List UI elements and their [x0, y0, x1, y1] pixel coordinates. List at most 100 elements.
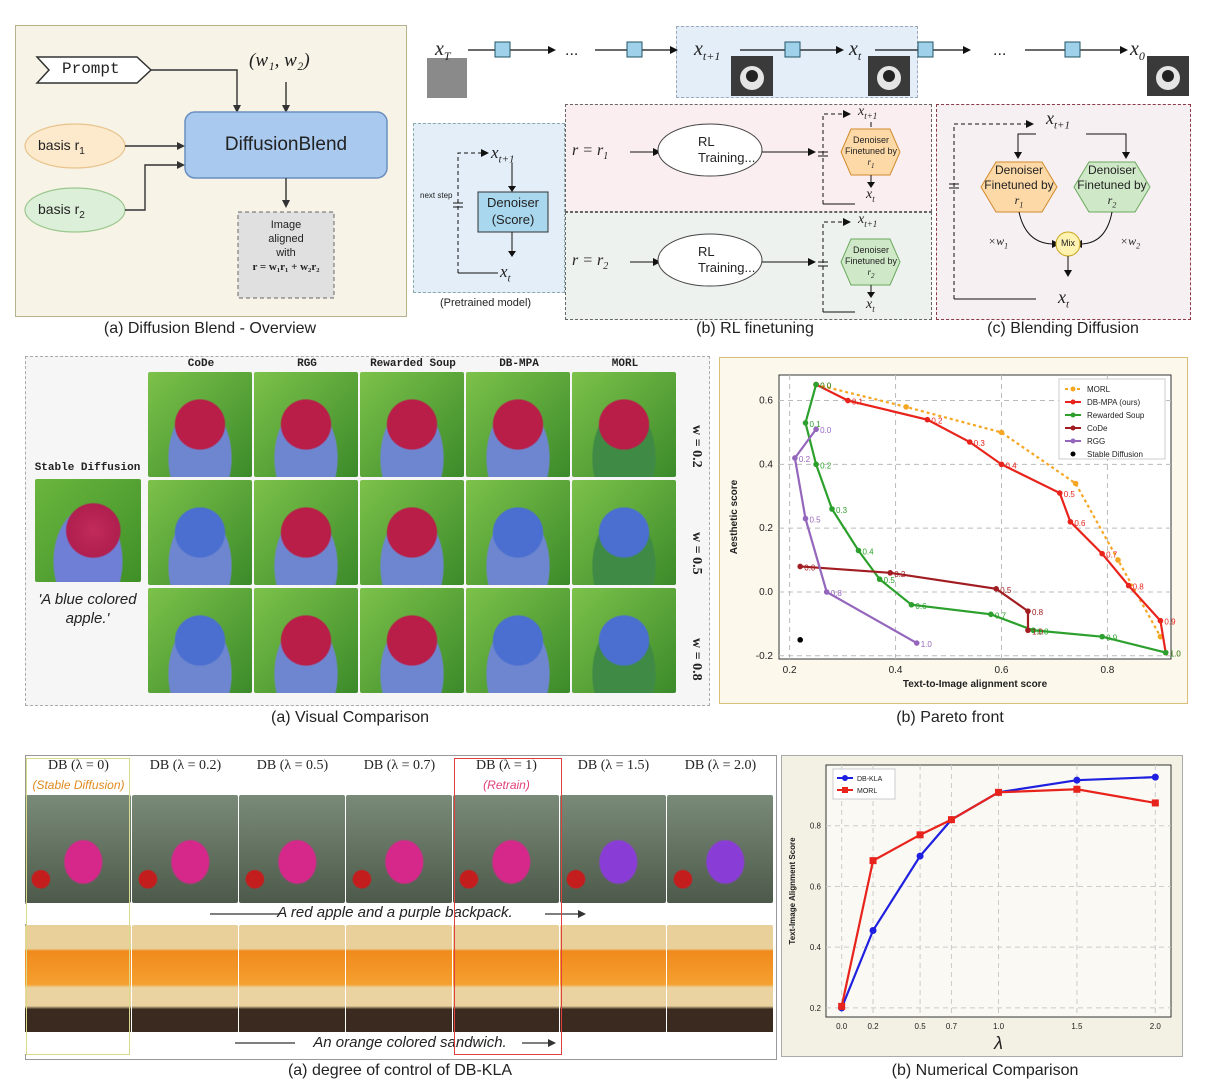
pareto-point-label: 0.6	[915, 602, 927, 611]
sandwich-image	[667, 925, 773, 1033]
pareto-point	[813, 461, 819, 468]
numerical-chart: 0.0 0.2 0.5 0.7 1.0 1.5 2.0 0.2 0.4 0.6 0.8 λ Text-I…	[788, 764, 1172, 1053]
stable-diffusion-image	[35, 479, 141, 582]
apple-image	[148, 588, 252, 693]
pareto-legend-marker	[1070, 438, 1076, 444]
pareto-legend-label: Rewarded Soup	[1087, 411, 1145, 420]
apple-image	[572, 372, 676, 477]
chain-xT: xT	[435, 38, 451, 63]
rl-training-1: RL Training...	[698, 134, 756, 165]
apple-image	[572, 588, 676, 693]
pareto-y-tick: 0.4	[759, 459, 773, 470]
pareto-point-label: 0.2	[820, 461, 832, 470]
prompt-backpack: A red apple and a purple backpack.	[277, 904, 513, 921]
pareto-point	[1025, 608, 1031, 614]
db-column-sublabel: (Retrain)	[483, 778, 530, 792]
diffusionblend-label: DiffusionBlend	[224, 134, 348, 155]
pareto-legend-label: DB-MPA (ours)	[1087, 398, 1141, 407]
numerical-legend-marker	[842, 775, 848, 781]
stable-diffusion-outline	[26, 758, 130, 1055]
pareto-point-label: 0.8	[1032, 608, 1044, 617]
numerical-point	[1073, 776, 1081, 784]
pareto-point	[998, 461, 1005, 468]
pareto-point-label: 0.7	[1106, 551, 1118, 560]
blend-panel	[936, 104, 1191, 320]
pareto-point-label: 0.5	[809, 516, 821, 525]
pareto-point	[913, 640, 920, 646]
pareto-point-label: 0.2	[931, 417, 943, 426]
apple-image	[466, 588, 570, 693]
pareto-point-label: 0.7	[995, 611, 1007, 620]
db-column-label: DB (λ = 0.5)	[256, 758, 329, 773]
numerical-x-tick: 0.0	[836, 1022, 848, 1031]
basis-1-label: basis r1	[38, 137, 85, 157]
mix-label: Mix	[1061, 238, 1075, 248]
pareto-point-label: 0.5	[1000, 586, 1012, 595]
row-label-w08: w = 0.8	[689, 638, 704, 681]
pareto-point	[1162, 649, 1169, 656]
prompt-sandwich: An orange colored sandwich.	[313, 1034, 507, 1051]
numerical-legend-marker	[842, 787, 848, 793]
numerical-point	[838, 1002, 846, 1010]
prompt-arrows	[210, 910, 586, 1047]
pareto-point	[908, 601, 915, 608]
pareto-point	[797, 637, 803, 643]
apple-image	[254, 480, 358, 585]
rl-r2: r = r2	[572, 252, 609, 273]
sandwich-image	[346, 925, 452, 1033]
pareto-y-tick: 0.2	[759, 523, 773, 534]
rl-xt-bottom: xt	[866, 297, 875, 314]
pareto-point	[845, 397, 851, 404]
chain-xt1: xt+1	[694, 38, 721, 63]
db-column-label: DB (λ = 0.2)	[149, 758, 222, 773]
pareto-legend-marker	[1070, 451, 1076, 457]
numerical-point	[916, 852, 924, 860]
retrain-outline	[454, 758, 562, 1055]
pareto-point	[813, 381, 819, 388]
pareto-point	[813, 426, 819, 433]
backpack-image	[132, 795, 238, 903]
pareto-point	[1025, 627, 1031, 634]
pareto-point-label: 0.8	[831, 589, 843, 598]
caption-fig1c: (c) Blending Diffusion	[987, 320, 1139, 337]
pareto-point	[903, 404, 909, 410]
pareto-point-label: 0.9	[1106, 634, 1118, 643]
row-label-w05: w = 0.5	[689, 532, 704, 575]
pareto-x-tick: 0.6	[995, 665, 1009, 676]
prompt-label: Prompt	[62, 60, 120, 78]
row-label-w02: w = 0.2	[689, 425, 704, 468]
apple-image	[254, 588, 358, 693]
numerical-y-label: Text-Image Alignment Score	[788, 837, 797, 945]
pareto-point-label: 1.0	[1032, 627, 1044, 636]
pareto-legend-marker	[1070, 386, 1076, 392]
sandwich-image	[25, 925, 131, 1033]
pareto-point-label: 0.8	[1133, 583, 1145, 592]
pareto-point-label: 0.2	[894, 570, 906, 579]
caption-fig2b: (b) Pareto front	[896, 709, 1004, 726]
backpack-image	[239, 795, 345, 903]
rl-xt-top: xt	[866, 187, 875, 204]
pareto-point	[802, 420, 809, 426]
apple-image	[360, 480, 464, 585]
rl-xt1-top: xt+1	[858, 104, 878, 121]
pareto-point	[802, 515, 809, 522]
pretrained-model-label: (Pretrained model)	[440, 297, 532, 309]
blend-denoiser-1: Denoiser Finetuned by r1	[984, 163, 1054, 210]
numerical-x-tick: 0.5	[915, 1022, 927, 1031]
db-kla-headers: DB (λ = 0) (Stable Diffusion) DB (λ = 0.2)…	[25, 758, 775, 796]
pareto-point	[993, 585, 999, 592]
method-header-row: CoDe RGG Rewarded Soup DB-MPA MORL	[148, 358, 678, 374]
pareto-legend-marker	[1070, 412, 1076, 418]
next-step-label: next step	[420, 191, 453, 200]
pareto-point-label: 0.4	[1005, 461, 1017, 470]
blend-xt: xt	[1058, 287, 1070, 311]
numerical-point	[869, 857, 877, 865]
chain-xt: xt	[849, 38, 862, 63]
pareto-chart: 0.2 0.4 0.6 0.8 -0.2 0.0 0.2 0.4 0.6 Text-to-Imag…	[729, 374, 1181, 690]
blend-xt1: xt+1	[1046, 108, 1070, 132]
blend-denoiser-2: Denoiser Finetuned by r2	[1077, 163, 1147, 210]
pareto-point-label: 0.3	[974, 439, 986, 448]
pretrained-diagram	[453, 149, 549, 274]
apple-image	[148, 480, 252, 585]
pareto-point-label: 0.4	[862, 548, 874, 557]
